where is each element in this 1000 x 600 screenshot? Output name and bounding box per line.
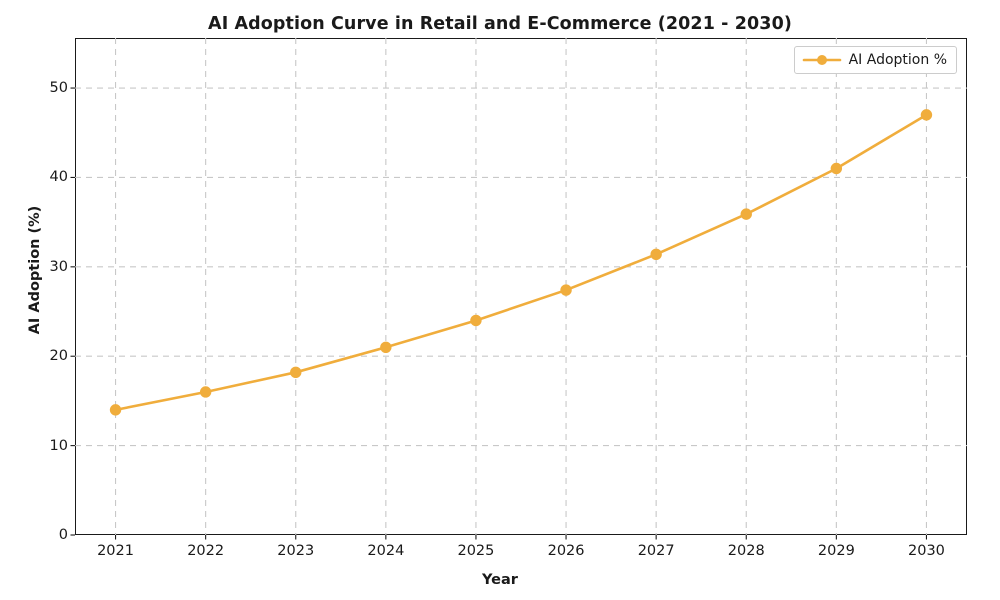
data-point — [560, 284, 572, 296]
x-tick-label: 2029 — [817, 543, 855, 559]
data-point — [650, 248, 662, 261]
x-tick-label: 2026 — [547, 543, 585, 559]
x-tick-label: 2025 — [457, 543, 495, 559]
data-point — [920, 109, 933, 121]
data-point — [199, 386, 212, 398]
x-tick-label: 2023 — [277, 543, 315, 559]
data-point — [470, 314, 482, 327]
y-tick-label: 40 — [49, 169, 68, 186]
y-tick-label: 0 — [58, 527, 68, 543]
plot-canvas — [70, 38, 967, 540]
x-tick-label: 2021 — [97, 543, 134, 559]
data-point — [380, 341, 392, 353]
legend-label-ai-adoption: AI Adoption % — [848, 52, 947, 68]
data-point — [109, 404, 122, 416]
x-tick-label: 2024 — [367, 543, 405, 559]
horizontal-gridlines — [75, 87, 967, 447]
plot-area-frame — [75, 38, 967, 535]
legend-swatch-ai-adoption — [802, 52, 842, 68]
x-axis-label: Year — [482, 572, 518, 588]
data-point — [740, 208, 752, 220]
x-tick-label: 2028 — [727, 543, 765, 559]
chart-title: AI Adoption Curve in Retail and E-Commer… — [208, 14, 792, 34]
series-markers-ai-adoption — [109, 109, 933, 416]
vertical-gridlines — [114, 38, 928, 535]
x-tick-label: 2022 — [187, 543, 225, 559]
y-axis-label: AI Adoption (%) — [27, 205, 43, 335]
y-tick-label: 20 — [49, 348, 68, 365]
data-point — [830, 162, 843, 175]
chart-legend[interactable]: AI Adoption % — [793, 46, 957, 74]
y-tick-label: 50 — [49, 80, 68, 97]
axis-tick-marks — [70, 87, 928, 540]
data-point — [290, 366, 302, 379]
y-tick-label: 30 — [49, 258, 68, 275]
x-tick-label: 2027 — [637, 543, 675, 559]
y-axis-tick-labels: 0 10 20 30 40 50 — [6, 0, 68, 600]
series-line-ai-adoption — [114, 113, 928, 412]
data-series-layer — [109, 109, 933, 416]
x-tick-label: 2030 — [908, 543, 945, 559]
y-tick-label: 10 — [49, 437, 68, 454]
